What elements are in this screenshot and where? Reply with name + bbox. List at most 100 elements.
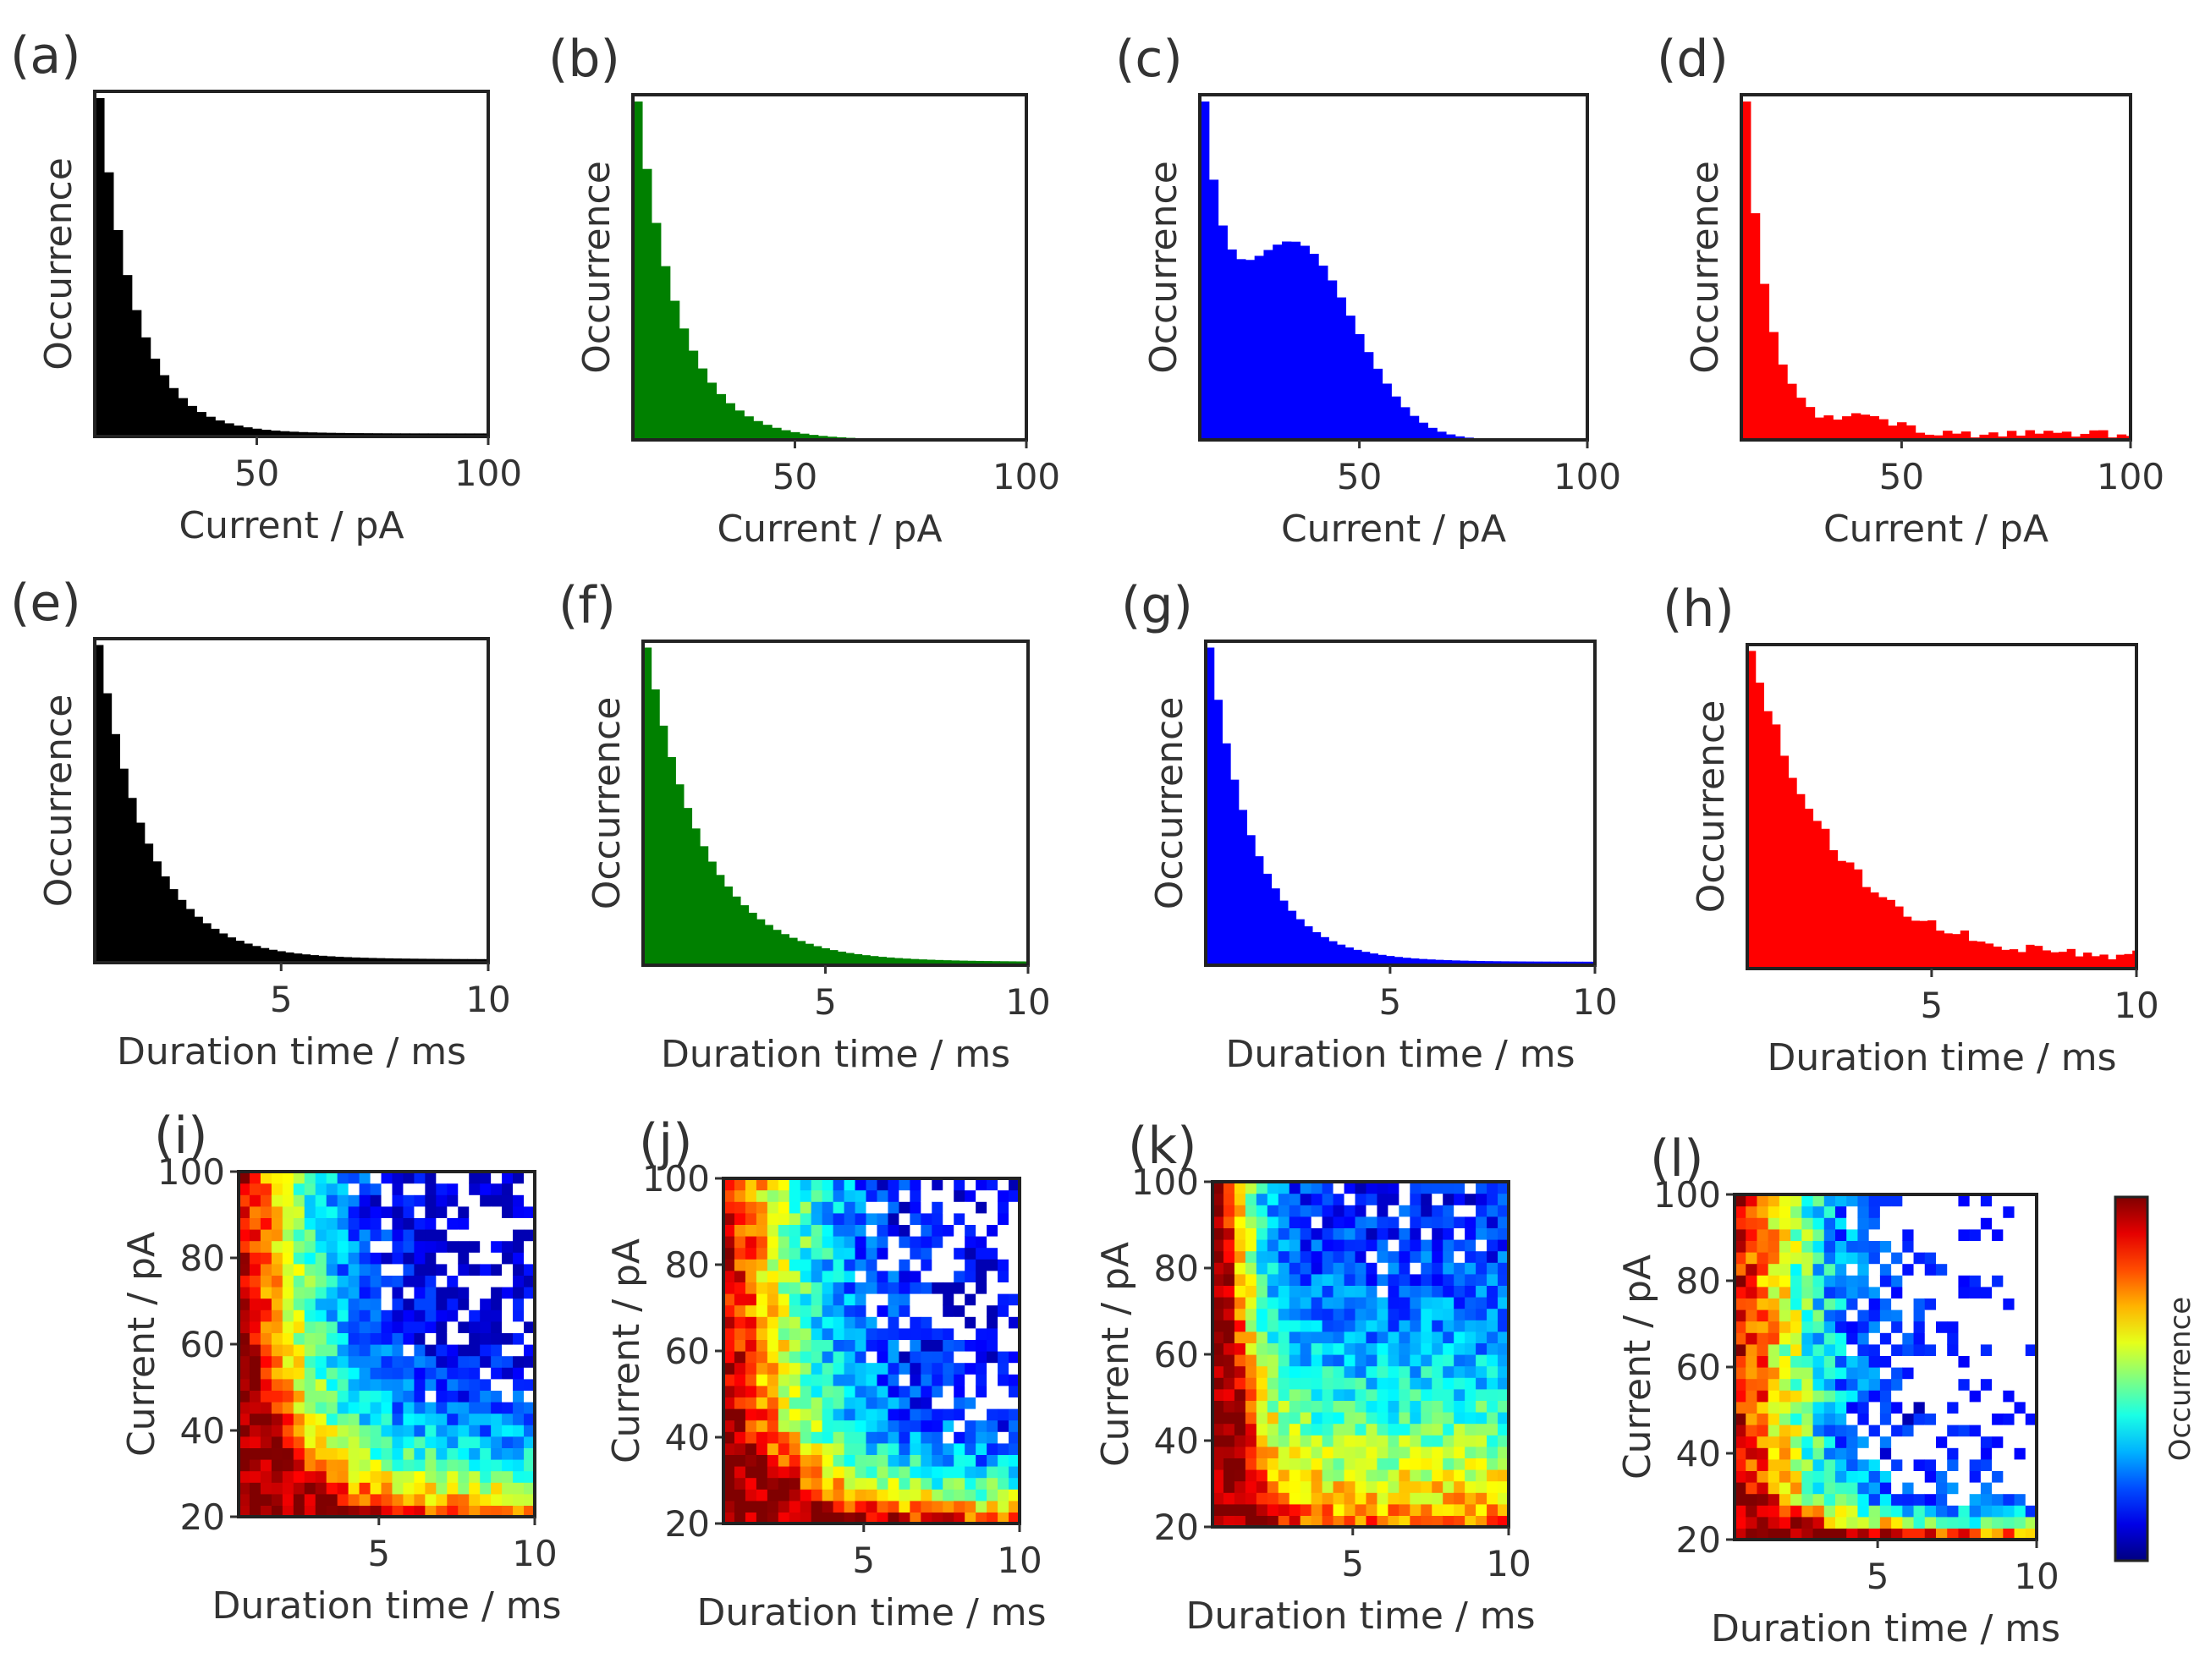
heatmap-cell — [800, 1397, 812, 1409]
heatmap-cell — [282, 1355, 294, 1368]
heatmap-cell — [1835, 1378, 1847, 1391]
heatmap-cell — [1891, 1493, 1903, 1506]
heatmap-cell — [1465, 1182, 1476, 1194]
heatmap-cell — [326, 1275, 338, 1287]
heatmap-cell — [1992, 1275, 2004, 1287]
heatmap-cell — [239, 1252, 250, 1265]
heatmap-cell — [1913, 1367, 1926, 1380]
heatmap-cell — [425, 1309, 437, 1322]
heatmap-cell — [1245, 1400, 1257, 1413]
heatmap-cell — [1256, 1377, 1268, 1390]
heatmap-cell — [1779, 1390, 1791, 1403]
heatmap-cell — [734, 1259, 746, 1271]
heatmap-cell — [447, 1436, 459, 1448]
heatmap-cell — [239, 1425, 250, 1437]
heatmap-cell — [1823, 1436, 1836, 1448]
heatmap-cell — [1891, 1425, 1903, 1437]
heatmap-cell — [1868, 1447, 1881, 1460]
heatmap-cell — [1790, 1493, 1802, 1506]
heatmap-cell — [2014, 1263, 2026, 1276]
heatmap-cell — [1366, 1205, 1378, 1217]
heatmap-cell — [1835, 1528, 1847, 1540]
heatmap-cell — [2025, 1205, 2037, 1218]
histogram-bar — [1894, 906, 1904, 969]
heatmap-cell — [1333, 1377, 1345, 1390]
heatmap-cell — [1969, 1309, 1982, 1322]
heatmap-cell — [811, 1397, 823, 1409]
heatmap-cell — [1498, 1285, 1509, 1298]
heatmap-cell — [976, 1512, 987, 1524]
heatmap-cell — [899, 1236, 910, 1249]
heatmap-cell — [1835, 1205, 1847, 1218]
heatmap-cell — [1399, 1205, 1410, 1217]
heatmap-cell — [745, 1454, 757, 1467]
heatmap-cell — [1267, 1377, 1279, 1390]
heatmap-cell — [513, 1205, 525, 1218]
heatmap-cell — [1009, 1466, 1020, 1479]
heatmap-cell — [370, 1482, 382, 1495]
heatmap-cell — [745, 1512, 757, 1524]
heatmap-cell — [1344, 1308, 1356, 1320]
heatmap-cell — [1234, 1205, 1246, 1217]
heatmap-cell — [888, 1466, 900, 1479]
heatmap-cell — [987, 1442, 998, 1455]
histogram-bar — [1355, 334, 1365, 440]
heatmap-cell — [1980, 1252, 1993, 1265]
heatmap-cell — [800, 1385, 812, 1397]
heatmap-cell — [1801, 1298, 1814, 1310]
heatmap-cell — [811, 1351, 823, 1364]
heatmap-cell — [293, 1436, 305, 1448]
heatmap-cell — [855, 1385, 867, 1397]
histogram-bar — [224, 423, 234, 436]
histogram-bar — [1845, 862, 1855, 969]
heatmap-cell — [910, 1362, 921, 1375]
heatmap-cell — [469, 1425, 481, 1437]
heatmap-cell — [348, 1194, 360, 1207]
x-axis-label: Duration time / ms — [1225, 1033, 1575, 1076]
heatmap-cell — [1913, 1413, 1926, 1425]
heatmap-cell — [965, 1419, 976, 1432]
heatmap-cell — [304, 1344, 316, 1357]
heatmap-cell — [260, 1355, 272, 1368]
heatmap-cell — [1913, 1458, 1926, 1471]
heatmap-cell — [822, 1351, 834, 1364]
heatmap-cell — [987, 1259, 998, 1271]
heatmap-cell — [502, 1482, 514, 1495]
heatmap-cell — [282, 1309, 294, 1322]
histogram-bar — [756, 919, 766, 965]
heatmap-cell — [800, 1316, 812, 1329]
heatmap-cell — [524, 1390, 536, 1403]
heatmap-cell — [789, 1374, 801, 1386]
histogram-bar — [326, 432, 337, 436]
heatmap-cell — [1757, 1482, 1769, 1495]
heatmap-cell — [1757, 1447, 1769, 1460]
heatmap-cell — [1234, 1239, 1246, 1252]
heatmap-cell — [800, 1304, 812, 1317]
heatmap-cell — [1454, 1239, 1465, 1252]
heatmap-cell — [1410, 1250, 1421, 1263]
histogram-bar — [643, 647, 652, 965]
heatmap-cell — [833, 1316, 845, 1329]
heatmap-cell — [1245, 1458, 1257, 1470]
heatmap-cell — [1969, 1286, 1982, 1298]
heatmap-cell — [2025, 1436, 2037, 1448]
heatmap-cell — [855, 1374, 867, 1386]
heatmap-cell — [524, 1505, 536, 1518]
histogram-bar — [1281, 241, 1292, 440]
heatmap-cell — [2014, 1205, 2026, 1218]
heatmap-cell — [271, 1493, 283, 1506]
heatmap-cell — [337, 1183, 349, 1195]
heatmap-cell — [1234, 1297, 1246, 1309]
heatmap-cell — [965, 1339, 976, 1352]
heatmap-cell — [1212, 1331, 1224, 1343]
histogram-bar — [2001, 949, 2010, 969]
heatmap-cell — [337, 1390, 349, 1403]
heatmap-cell — [1902, 1275, 1915, 1287]
heatmap-cell — [447, 1355, 459, 1368]
heatmap-cell — [1289, 1227, 1301, 1240]
heatmap-cell — [2025, 1425, 2037, 1437]
heatmap-cell — [1410, 1480, 1421, 1493]
axes-frame — [722, 1177, 1021, 1525]
heatmap-cell — [1377, 1205, 1389, 1217]
heatmap-cell — [1278, 1308, 1290, 1320]
